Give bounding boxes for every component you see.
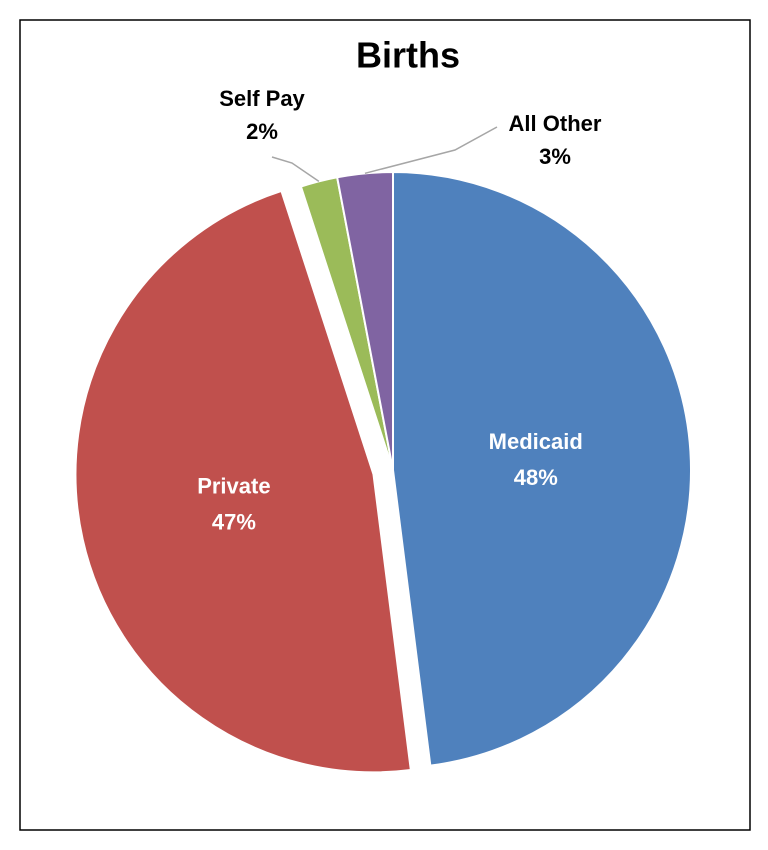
- leader-line: [271, 156, 320, 182]
- slice-value-label: 3%: [539, 144, 571, 169]
- slice-label: Medicaid: [489, 429, 583, 454]
- slice-value-label: 2%: [246, 119, 278, 144]
- slice-label: Private: [197, 473, 270, 498]
- slice-label: All Other: [509, 111, 602, 136]
- leader-line: [364, 126, 498, 175]
- chart-title: Births: [356, 35, 460, 76]
- pie-slice: [74, 189, 412, 774]
- slice-value-label: 48%: [514, 465, 558, 490]
- pie-slice: [392, 170, 692, 767]
- slice-label: Self Pay: [219, 86, 305, 111]
- slice-value-label: 47%: [212, 509, 256, 534]
- pie-slice: [335, 170, 394, 471]
